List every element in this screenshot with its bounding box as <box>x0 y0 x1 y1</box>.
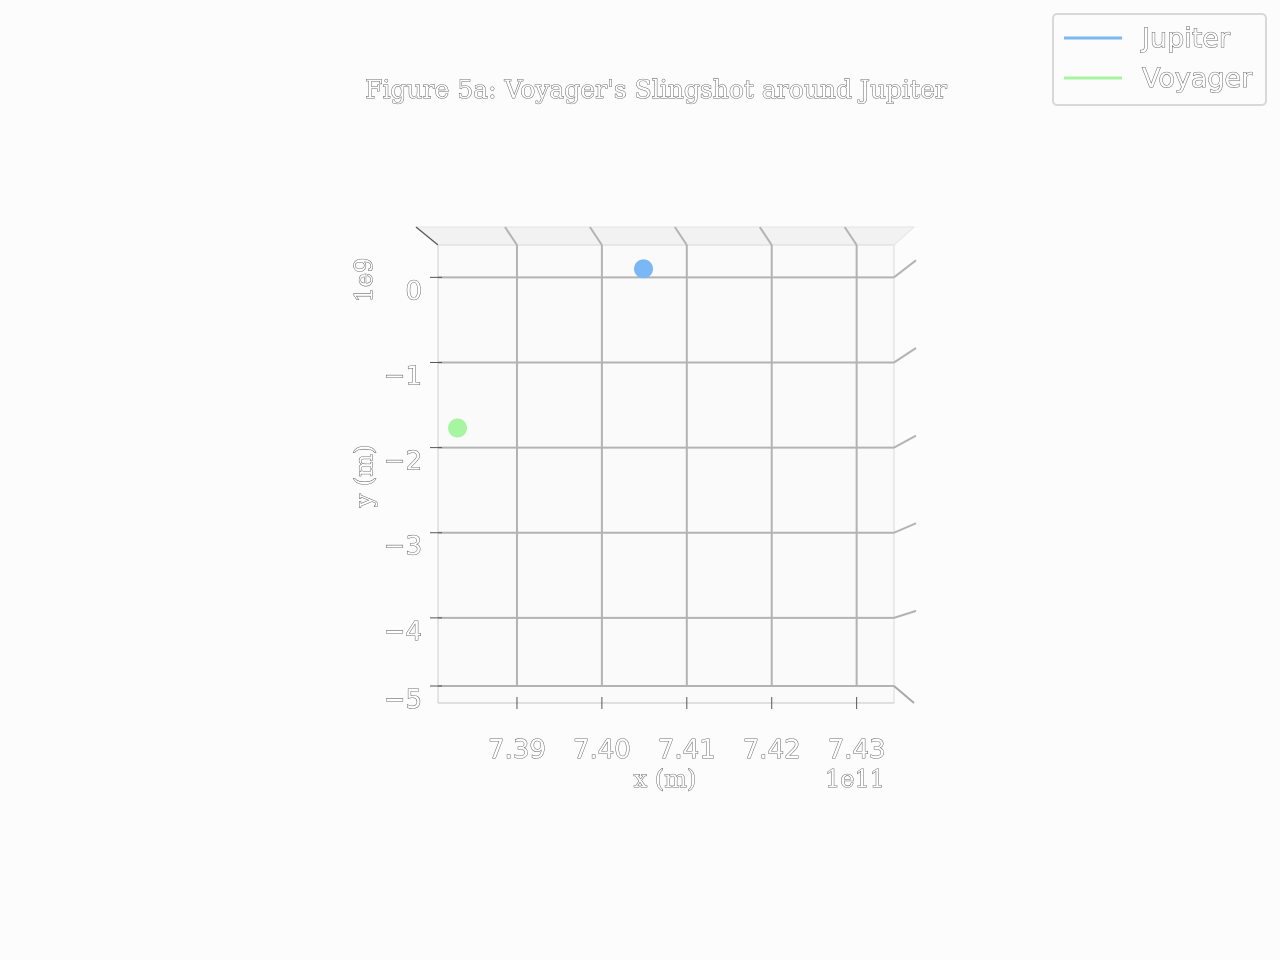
x-axis-label: x (m) <box>634 765 697 793</box>
x-gridline-top <box>758 226 773 246</box>
y-offset-label: 1e9 <box>350 258 378 303</box>
x-tick-label: 7.43 <box>828 735 886 765</box>
x-offset-label: 1e11 <box>825 765 885 793</box>
x-tick-label: 7.39 <box>488 735 546 765</box>
x-tick-label: 7.41 <box>658 735 716 765</box>
grid <box>438 226 917 687</box>
top-left-edge <box>415 226 439 246</box>
ticks: 7.39 7.40 7.41 7.42 7.43 0 −1 −2 −3 −4 −5 <box>383 276 886 765</box>
y-gridline-side <box>893 347 917 364</box>
y-tick-label: −3 <box>384 532 422 562</box>
y-gridline-side <box>893 434 917 449</box>
y-axis-label: y (m) <box>350 445 378 509</box>
y-gridline-side <box>893 259 917 279</box>
chart-title: Figure 5a: Voyager's Slingshot around Ju… <box>365 75 947 104</box>
y-tick-label: −2 <box>384 447 422 477</box>
back-pane <box>438 245 894 703</box>
x-tick-label: 7.42 <box>743 735 801 765</box>
x-gridline-top <box>589 226 603 246</box>
y-tick-label: −1 <box>384 361 422 391</box>
y-gridline-side <box>893 522 917 534</box>
top-pane <box>414 226 916 246</box>
x-gridline-top <box>504 226 518 246</box>
axes-pane <box>414 226 916 704</box>
legend-label-voyager: Voyager <box>1142 63 1253 94</box>
data-points <box>448 259 653 438</box>
x-tick-label: 7.40 <box>573 735 631 765</box>
y-tick-label: −5 <box>384 685 422 715</box>
data-point-voyager <box>448 418 468 438</box>
x-gridline-top <box>843 226 858 246</box>
y-tick-label: 0 <box>405 276 422 306</box>
y-gridline-side <box>893 609 917 619</box>
bottom-right-edge <box>893 685 915 704</box>
y-tick-label: −4 <box>384 617 422 647</box>
legend-label-jupiter: Jupiter <box>1140 23 1231 54</box>
data-point-jupiter <box>633 259 653 279</box>
x-gridline-top <box>673 226 688 246</box>
legend: Jupiter Voyager <box>1052 13 1267 106</box>
